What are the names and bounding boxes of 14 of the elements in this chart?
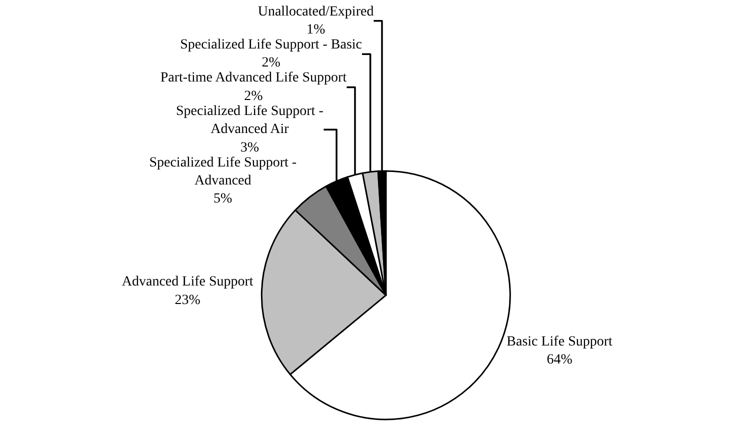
slice-label: Specialized Life Support - Advanced Air xyxy=(176,104,324,138)
slice-label: Specialized Life Support - Advanced xyxy=(149,155,297,188)
data-label: 5% xyxy=(214,192,233,207)
data-label: 23% xyxy=(174,292,201,308)
slice-label: Basic Life Support xyxy=(506,334,613,350)
data-label: 1% xyxy=(306,22,326,38)
slice-label: Specialized Life Support - Basic xyxy=(180,37,362,52)
data-label: 2% xyxy=(244,88,264,104)
slice-label: Part-time Advanced Life Support xyxy=(160,70,347,86)
data-label: 3% xyxy=(240,140,260,156)
data-label: 2% xyxy=(262,56,281,71)
slice-label: Advanced Life Support xyxy=(122,274,254,290)
data-label: 64% xyxy=(546,352,573,368)
slice-label: Unallocated/Expired xyxy=(258,4,374,20)
